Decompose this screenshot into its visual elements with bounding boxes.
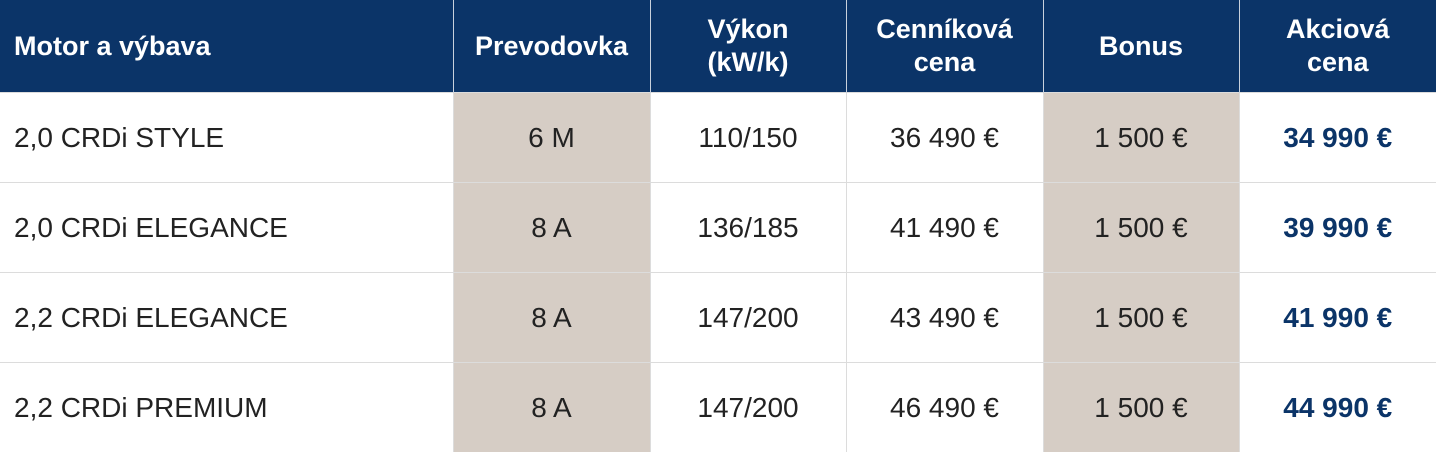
- promo-price: 39 990 €: [1238, 182, 1436, 273]
- promo-price: 41 990 €: [1238, 272, 1436, 363]
- header-text: Motor a výbava: [14, 30, 211, 61]
- table-cell: 2,0 CRDi ELEGANCE: [0, 182, 453, 273]
- table-cell: 2,2 CRDi PREMIUM: [0, 362, 453, 452]
- header-cell: Výkon (kW/k): [649, 0, 846, 93]
- header-text: Výkon: [707, 14, 789, 44]
- header-text: Cenníková: [876, 14, 1013, 44]
- table-cell: 2,2 CRDi ELEGANCE: [0, 272, 453, 363]
- header-row: Motor a výbava Prevodovka Výkon (kW/k) Cenní…: [0, 0, 1436, 93]
- header-text: cena: [913, 47, 976, 77]
- header-text: (kW/k): [707, 47, 789, 77]
- header-cell: Prevodovka: [452, 0, 650, 93]
- header-text: Akciová: [1285, 14, 1390, 44]
- table-cell: 1 500 €: [1042, 362, 1239, 452]
- header-text: cena: [1306, 47, 1369, 77]
- header-cell: Akciová cena: [1238, 0, 1436, 93]
- table-body: 2,0 CRDi STYLE 6 M 110/150 36 490 €1 500 €3…: [0, 92, 1436, 452]
- table-cell: 43 490 €: [845, 272, 1043, 363]
- table-cell: 147/200: [649, 272, 846, 363]
- table-cell: 8 A: [452, 182, 650, 273]
- table-cell: 6 M: [452, 92, 650, 183]
- table-cell: 8 A: [452, 362, 650, 452]
- table-row: 2,2 CRDi PREMIUM 8 A 147/200 46 490 €1 500 …: [0, 362, 1436, 452]
- table-cell: 136/185: [649, 182, 846, 273]
- header-cell: Motor a výbava: [0, 0, 453, 93]
- table-row: 2,2 CRDi ELEGANCE 8 A 147/200 43 490 €1 500…: [0, 272, 1436, 363]
- table-cell: 1 500 €: [1042, 92, 1239, 183]
- table-cell: 1 500 €: [1042, 272, 1239, 363]
- header-cell: Bonus: [1042, 0, 1239, 93]
- table-row: 2,0 CRDi ELEGANCE 8 A 136/185 41 490 €1 500…: [0, 182, 1436, 273]
- table-cell: 41 490 €: [845, 182, 1043, 273]
- promo-price: 44 990 €: [1238, 362, 1436, 452]
- table-cell: 46 490 €: [845, 362, 1043, 452]
- table-cell: 110/150: [649, 92, 846, 183]
- table-cell: 147/200: [649, 362, 846, 452]
- table-cell: 8 A: [452, 272, 650, 363]
- table-cell: 36 490 €: [845, 92, 1043, 183]
- table-cell: 2,0 CRDi STYLE: [0, 92, 453, 183]
- table-cell: 1 500 €: [1042, 182, 1239, 273]
- header-text: Bonus: [1099, 30, 1183, 61]
- header-cell: Cenníková cena: [845, 0, 1043, 93]
- table-row: 2,0 CRDi STYLE 6 M 110/150 36 490 €1 500 €3…: [0, 92, 1436, 183]
- promo-price: 34 990 €: [1238, 92, 1436, 183]
- header-text: Prevodovka: [474, 30, 629, 61]
